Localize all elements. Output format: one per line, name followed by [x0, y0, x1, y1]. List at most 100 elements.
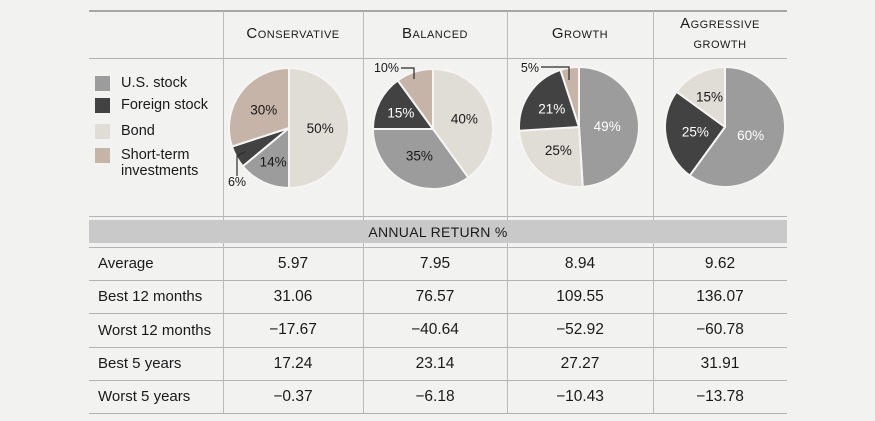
annual-return-header: ANNUAL RETURN % [89, 220, 787, 243]
divider [89, 216, 787, 217]
pie-slice [432, 68, 495, 179]
table-cell: 136.07 [696, 287, 744, 305]
legend-item-bond: Bond [95, 123, 155, 139]
row-label: Best 12 months [98, 288, 203, 305]
legend-label: U.S. stock [121, 75, 188, 91]
legend-item-us-stock: U.S. stock [95, 75, 188, 91]
table-cell: −13.78 [696, 387, 744, 405]
pie-value-label: 5% [521, 61, 539, 75]
divider [89, 347, 787, 348]
pie-value-label: 35% [406, 149, 433, 164]
table-cell: 27.27 [560, 354, 600, 372]
pie-slice [518, 126, 584, 188]
pie-value-label: 6% [228, 175, 246, 189]
column-header-balanced: Balanced [363, 12, 507, 56]
pie-slice [688, 66, 786, 188]
pie-value-label: 21% [538, 101, 565, 116]
table-cell: −52.92 [556, 321, 604, 338]
column-header-growth: Growth [507, 12, 653, 56]
divider [89, 10, 787, 12]
row-label: Best 5 years [98, 355, 182, 372]
column-header-label: Conservative [246, 24, 340, 42]
pie-value-label: 14% [260, 155, 287, 170]
pie-slice [559, 66, 580, 128]
table-cell: −17.67 [269, 321, 317, 338]
column-header-label: Balanced [402, 24, 468, 42]
table-cell: 76.57 [415, 287, 455, 305]
table-row: Best 5 years 17.24 23.14 27.27 31.91 [89, 347, 787, 380]
table-cell: 23.14 [415, 354, 455, 372]
table-cell: 9.62 [704, 254, 736, 272]
column-divider [223, 11, 224, 413]
divider [89, 413, 787, 414]
pie-value-label: 49% [594, 119, 621, 134]
table-cell: −6.18 [415, 387, 455, 405]
pie-value-label: 60% [737, 128, 764, 143]
annual-return-header-label: ANNUAL RETURN % [368, 223, 508, 240]
table-row: Best 12 months 31.06 76.57 109.55 136.07 [89, 280, 787, 313]
pie-slice [372, 79, 434, 130]
legend-label: Bond [121, 123, 155, 139]
column-divider [507, 11, 508, 413]
pie-slice [241, 127, 290, 189]
pie-value-label: 10% [374, 61, 399, 75]
pie-value-label: 30% [250, 103, 277, 118]
pie-value-label: 15% [387, 106, 414, 121]
column-header-conservative: Conservative [223, 12, 363, 56]
row-label: Average [98, 255, 154, 272]
pie-value-label: 50% [307, 121, 334, 136]
legend-label: Foreign stock [121, 97, 209, 113]
pie-slice [518, 68, 580, 132]
pie-slice [675, 66, 726, 128]
pie-value-label: 25% [545, 143, 572, 158]
legend-swatch [95, 98, 110, 113]
table-cell: 17.24 [273, 354, 313, 372]
column-divider [653, 11, 654, 413]
column-header-label: Aggressive growth [680, 14, 760, 52]
pie-conservative: 50% 14% 6% 30% [228, 67, 350, 189]
divider [89, 247, 787, 248]
table-cell: −60.78 [696, 321, 744, 338]
callout-line [401, 67, 415, 79]
pie-growth: 49% 25% 21% 5% [518, 61, 640, 188]
table-row: Worst 12 months −17.67 −40.64 −52.92 −60… [89, 313, 787, 347]
legend-item-short-term: Short-term investments [95, 147, 217, 179]
divider [89, 280, 787, 281]
column-header-label: Growth [551, 24, 609, 42]
legend-swatch [95, 76, 110, 91]
pie-slice [228, 67, 290, 148]
table-cell: −0.37 [273, 387, 313, 405]
table-cell: 8.94 [564, 254, 596, 272]
pie-slice [664, 90, 726, 177]
table-cell: 5.97 [277, 254, 309, 272]
pie-slice [288, 67, 350, 189]
table-cell: 31.91 [700, 354, 740, 372]
divider [89, 58, 787, 59]
table-cell: −10.43 [556, 387, 604, 405]
legend-item-foreign-stock: Foreign stock [95, 97, 209, 113]
pie-value-label: 25% [682, 125, 709, 140]
pie-slice [372, 128, 470, 190]
table-cell: 31.06 [273, 287, 313, 305]
column-header-aggressive-growth: Aggressive growth [653, 12, 787, 56]
legend-label: Short-term investments [121, 147, 199, 179]
pie-balanced: 40% 35% 15% 10% [372, 61, 495, 190]
table-row: Average 5.97 7.95 8.94 9.62 [89, 247, 787, 280]
callout-line [236, 151, 246, 176]
table-cell: 7.95 [419, 254, 451, 272]
column-divider [363, 11, 364, 413]
table-cell: −40.64 [411, 321, 459, 338]
pie-slice [578, 66, 640, 188]
table-row: Worst 5 years −0.37 −6.18 −10.43 −13.78 [89, 380, 787, 413]
legend-swatch [95, 148, 110, 163]
divider [89, 313, 787, 314]
pie-aggressive-growth: 60% 25% 15% [664, 66, 786, 188]
row-label: Worst 5 years [98, 388, 191, 405]
table-cell: 109.55 [556, 287, 604, 305]
pie-value-label: 15% [696, 89, 723, 104]
pie-value-label: 40% [451, 112, 478, 127]
legend-swatch [95, 124, 110, 139]
row-label: Worst 12 months [98, 321, 212, 339]
